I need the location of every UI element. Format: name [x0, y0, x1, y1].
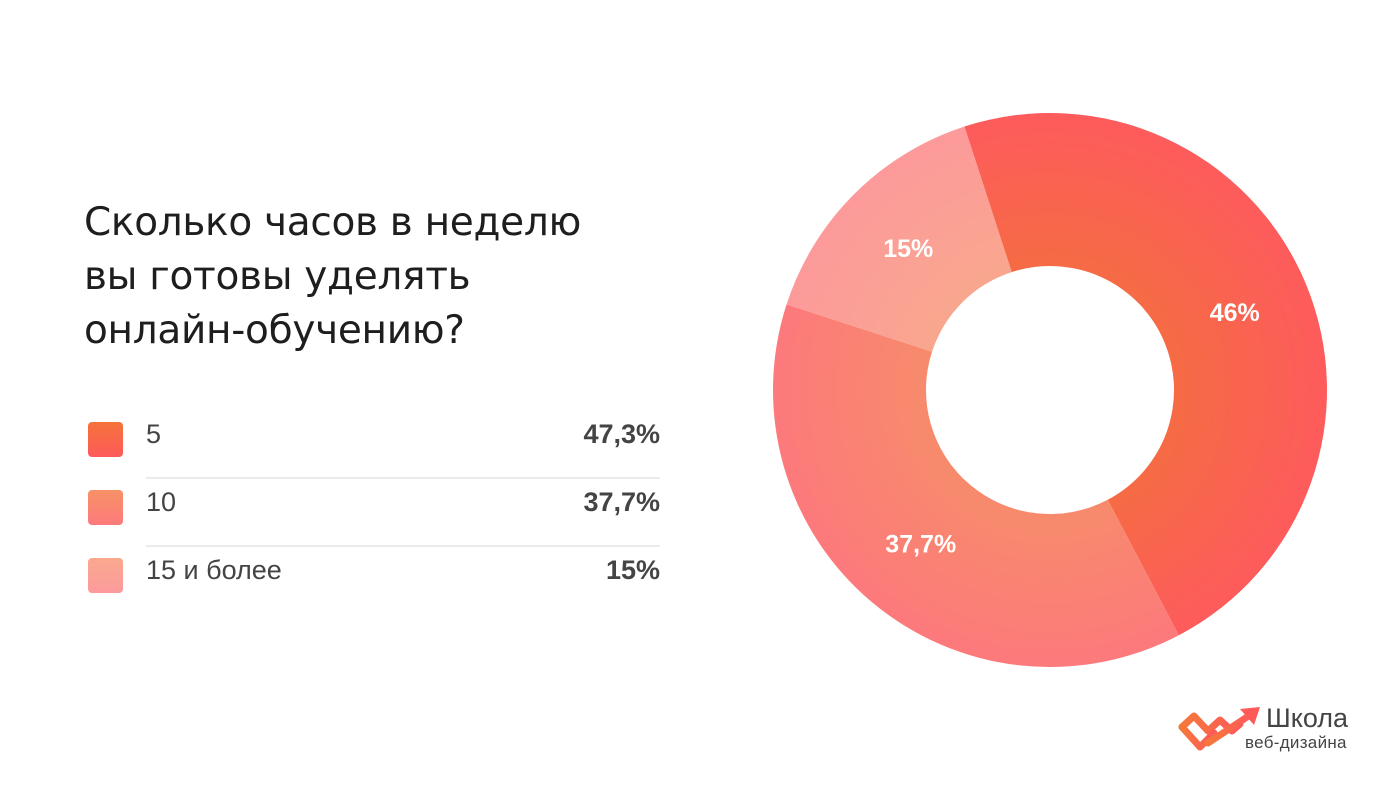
legend-label: 15 и более — [146, 555, 282, 585]
chart-title: Сколько часов в неделю вы готовы уделять… — [84, 196, 644, 358]
title-line: онлайн-обучению? — [84, 308, 465, 353]
slice-label: 37,7% — [885, 530, 956, 558]
school-logo: Школа веб-дизайна — [1178, 703, 1378, 763]
slice-label: 46% — [1210, 299, 1260, 327]
legend-divider — [146, 477, 660, 479]
legend: 5 47,3% 10 37,7% 15 и более 15% — [88, 411, 660, 615]
donut-slice — [786, 126, 1012, 352]
legend-value: 37,7% — [583, 487, 660, 517]
legend-swatch — [88, 558, 123, 593]
title-line: Сколько часов в неделю — [84, 200, 581, 245]
title-line: вы готовы уделять — [84, 254, 471, 299]
legend-swatch — [88, 490, 123, 525]
logo-subtitle: веб-дизайна — [1245, 733, 1347, 752]
legend-label: 10 — [146, 487, 177, 517]
legend-swatch — [88, 422, 123, 457]
donut-slice-labels: 46% 37,7% 15% — [883, 235, 1260, 558]
slice-label: 15% — [883, 235, 933, 263]
legend-divider — [146, 545, 660, 547]
legend-label: 5 — [146, 419, 162, 449]
legend-item: 10 37,7% — [88, 479, 660, 547]
logo-title: Школа — [1266, 703, 1349, 733]
legend-item: 15 и более 15% — [88, 547, 660, 615]
legend-value: 15% — [605, 555, 660, 585]
donut-slice — [964, 113, 1327, 636]
donut-slices — [773, 113, 1327, 667]
legend-item: 5 47,3% — [88, 411, 660, 479]
logo-mark-icon — [1178, 707, 1260, 751]
legend-value: 47,3% — [583, 419, 660, 449]
donut-slice — [773, 304, 1179, 667]
